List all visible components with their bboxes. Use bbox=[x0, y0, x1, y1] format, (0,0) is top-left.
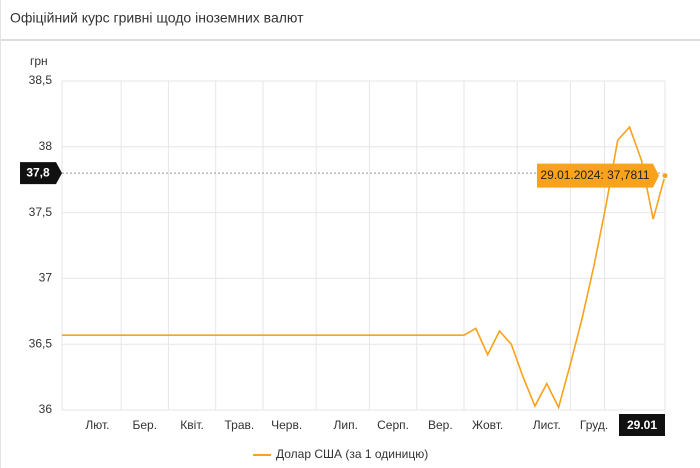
x-tick-label: Трав. bbox=[224, 418, 254, 432]
y-tick-label: 37 bbox=[39, 271, 53, 285]
x-tick-label: Квіт. bbox=[180, 418, 204, 432]
tooltip-text: 29.01.2024: 37,7811 bbox=[540, 168, 650, 182]
x-tick-label: Вер. bbox=[428, 418, 453, 432]
overlay: 29.01 37,8 29.01.2024: 37,7811 Долар США (з… bbox=[20, 162, 669, 461]
header-bar bbox=[0, 0, 700, 40]
y-axis-label: грн bbox=[30, 54, 48, 68]
x-tick-label: Лист. bbox=[533, 418, 561, 432]
grid: 36 36,5 37 37,5 38 38,5 Лют. Бер. Квіт. Трав. Черв… bbox=[29, 73, 666, 432]
x-tick-label: Серп. bbox=[377, 418, 409, 432]
plot bbox=[62, 125, 666, 410]
crosshair-label: 37,8 bbox=[26, 165, 50, 179]
tooltip-box bbox=[537, 163, 659, 188]
x-tick-label: Бер. bbox=[132, 418, 157, 432]
y-tick-label: 37,5 bbox=[29, 205, 53, 219]
x-tick-label: Лют. bbox=[85, 418, 109, 432]
series-line bbox=[62, 125, 666, 410]
hover-point bbox=[661, 172, 669, 180]
x-tick-label: Черв. bbox=[271, 418, 302, 432]
crosshair-box bbox=[20, 162, 62, 185]
x-tick-label: Груд. bbox=[580, 418, 608, 432]
x-tick-label: Жовт. bbox=[472, 418, 503, 432]
x-hover-box bbox=[619, 414, 665, 436]
x-tick-label: Лип. bbox=[334, 418, 358, 432]
y-tick-label: 38,5 bbox=[29, 73, 53, 87]
y-tick-label: 36,5 bbox=[29, 336, 53, 350]
y-tick-label: 38 bbox=[39, 139, 53, 153]
header-title: Офіційний курс гривні щодо іноземних вал… bbox=[10, 10, 304, 26]
legend-label: Долар США (за 1 одиницю) bbox=[276, 447, 428, 461]
y-tick-label: 36 bbox=[39, 402, 53, 416]
x-hover-label: 29.01 bbox=[627, 418, 657, 432]
